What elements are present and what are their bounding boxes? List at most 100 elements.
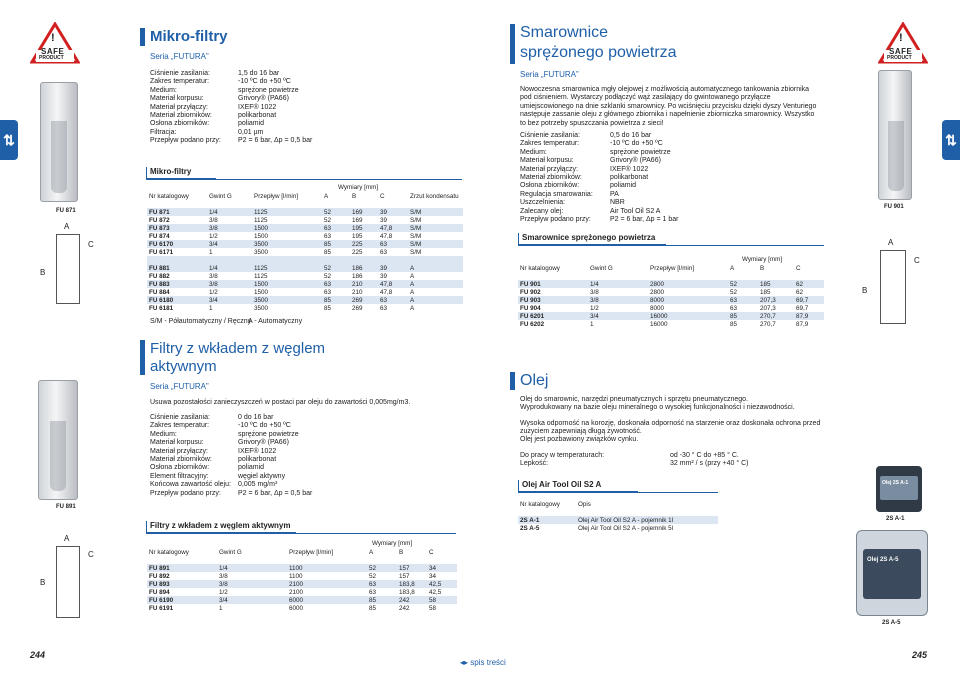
desc-smarownice: Nowoczesna smarownica mgły olejowej z mo…	[520, 86, 817, 127]
table-row: FU 902 3/8 2800 52 185 62	[518, 288, 824, 296]
title-olej: Olej	[520, 372, 549, 389]
olej-p2b: zużyciem zapewniają długą żywotność.	[520, 428, 642, 435]
product-image-fu871	[40, 82, 78, 202]
spec-row: Do pracy w temperaturach: od -30 ° C do +…	[520, 452, 748, 460]
table-cell: 2100	[287, 580, 367, 588]
table-cell: 207,3	[760, 304, 776, 312]
table-cell: 85	[728, 312, 758, 320]
table-cell: 269	[352, 304, 363, 312]
table-cell: 42,5	[429, 588, 442, 596]
table-cell: FU 6181	[149, 304, 174, 312]
table-cell: A	[408, 296, 463, 304]
toc-link[interactable]: ◂▸ spis treści	[460, 658, 506, 667]
table-cell: S/M	[408, 208, 463, 216]
olej-p2a: Wysoka odporność na korozję, doskonała o…	[520, 420, 821, 427]
table-cell: 39	[380, 272, 388, 280]
table-cell: 185	[758, 280, 794, 288]
table-cell: 1/4	[217, 564, 287, 572]
safe-product-badge-left: ! SAFE PRODUCT	[29, 21, 81, 66]
table-cell: 87,9	[794, 312, 824, 320]
spec-key: Regulacja smarowania:	[520, 190, 593, 198]
side-tab-icon-left[interactable]: ⇅	[0, 120, 18, 160]
table-cell: 63	[367, 580, 397, 588]
table-cell: 2100	[289, 588, 304, 596]
table-cell: A	[410, 288, 415, 296]
spec-value: IXEF® 1022	[238, 447, 277, 455]
spec-value: 1,5 do 16 bar	[238, 70, 280, 77]
table-row: FU 883 3/8 1500 63 210 47,8 A	[147, 280, 463, 288]
table-cell: 207,3	[758, 296, 794, 304]
badge-product: PRODUCT	[39, 55, 64, 61]
spec-row: Przepływ podano przy: P2 = 6 bar, Δp = 0,…	[150, 137, 312, 145]
table-cell: FU 873	[147, 224, 207, 232]
table-cell: 210	[352, 288, 363, 296]
table-cell: 85	[367, 596, 397, 604]
table-cell: 52	[367, 564, 397, 572]
dim-label-b: B	[40, 268, 46, 277]
table-cell: S/M	[410, 232, 422, 240]
table-cell: FU 883	[147, 280, 207, 288]
spec-value: Grivory® (PA66)	[238, 95, 289, 103]
column-header: A	[369, 548, 374, 556]
section-header-filtry-wegiel: Filtry z wkładem z węglem aktywnym	[146, 521, 296, 533]
spec-row: Materiał przyłączy: IXEF® 1022	[520, 166, 679, 174]
table-cell: FU 894	[149, 588, 170, 596]
table-cell: 1/2	[209, 288, 218, 296]
table-cell: 42,5	[427, 580, 457, 588]
table-header-row: Nr katalogowy Gwint G Przepływ [l/min] A B C	[147, 548, 457, 556]
table-row: FU 6170 3/4 3500 85 225 63 S/M	[147, 240, 463, 248]
table-cell: 3/8	[217, 580, 287, 588]
table-cell: 16000	[650, 320, 668, 328]
table-cell: 169	[352, 216, 363, 224]
table-cell: FU 6180	[147, 296, 207, 304]
table-cell: 3500	[254, 248, 269, 256]
spec-key: Medium:	[520, 148, 547, 156]
dim-label-c3: C	[914, 256, 920, 265]
spec-value: poliamid	[610, 182, 637, 190]
specs-olej: Do pracy w temperaturach: od -30 ° C do +…	[520, 452, 748, 469]
spec-value: Grivory® (PA66)	[238, 439, 289, 447]
desc-filtry-wegiel: Usuwa pozostałości zanieczyszczeń w post…	[150, 399, 411, 406]
spec-value: IXEF® 1022	[610, 165, 649, 173]
table-cell: 47,8	[380, 288, 393, 296]
table-cell: FU 6171	[149, 248, 174, 256]
spec-row: Medium: sprężone powietrze	[520, 149, 679, 157]
table-cell: 63	[369, 588, 377, 596]
table-row: FU 6202 1 16000 85 270,7 87,9	[518, 320, 824, 328]
dim-label-a: A	[64, 222, 70, 231]
oil-can-5l-image: Olej 2S A-5	[856, 530, 928, 616]
table-cell: 47,8	[380, 232, 393, 240]
badge-safe-r: SAFE	[889, 47, 913, 56]
table-cell: 1	[209, 304, 213, 312]
spec-value: sprężone powietrze	[238, 86, 299, 94]
table-cell: 47,8	[378, 224, 408, 232]
table-row: FU 872 3/8 1125 52 169 39 S/M	[147, 216, 463, 224]
badge-safe: SAFE	[41, 47, 65, 56]
table-cell: 3/8	[209, 216, 218, 224]
table-cell: S/M	[408, 224, 463, 232]
title-accent-bar-2	[140, 340, 145, 375]
table-header-row: Nr katalogowy Gwint G Przepływ [l/min] A B C Z…	[147, 192, 463, 200]
column-header: B	[760, 264, 765, 272]
spec-row: Zakres temperatur: -10 ºC do +50 ºC	[150, 78, 312, 86]
table-cell: FU 6190	[147, 596, 217, 604]
spec-key: Ciśnienie zasilania:	[150, 70, 210, 77]
title-accent-bar-olej	[510, 372, 515, 390]
table-cell: 3/4	[207, 240, 252, 248]
spec-value: -10 ºC do +50 ºC	[610, 140, 663, 148]
table-cell: 1125	[254, 216, 268, 224]
spec-row: Element filtracyjny: węgiel aktywny	[150, 473, 312, 481]
column-header: B	[352, 192, 357, 200]
spec-value: PA	[610, 190, 619, 198]
table-cell: 85	[322, 296, 350, 304]
table-cell: 52	[322, 208, 350, 216]
table-cell: 1500	[252, 280, 322, 288]
table-cell: 39	[378, 264, 408, 272]
table-smarownice: Nr katalogowy Gwint G Przepływ [l/min] A B C F…	[518, 264, 824, 328]
side-tab-icon-right[interactable]: ⇅	[942, 120, 960, 160]
spec-key: Materiał zbiorników:	[520, 174, 582, 182]
spec-value: od -30 ° C do +85 ° C.	[670, 452, 739, 459]
table-row: FU 6201 3/4 16000 85 270,7 87,9	[518, 312, 824, 320]
dims-header: Wymiary [mm]	[338, 184, 379, 191]
table-cell: 1	[219, 604, 223, 612]
